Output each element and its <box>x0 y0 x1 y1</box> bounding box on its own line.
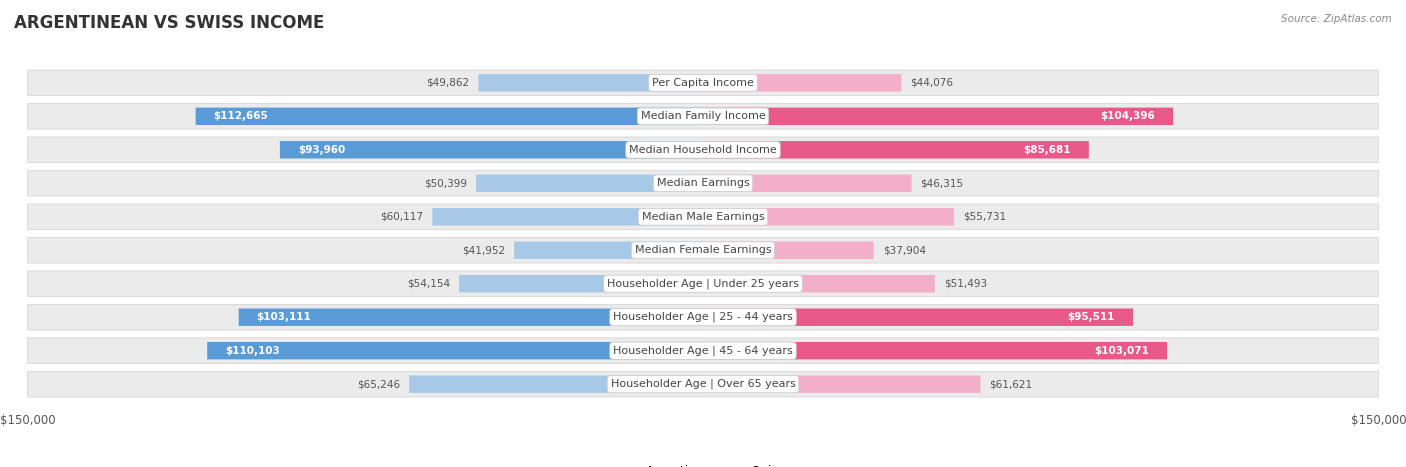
Text: $55,731: $55,731 <box>963 212 1007 222</box>
FancyBboxPatch shape <box>460 275 703 292</box>
Text: $41,952: $41,952 <box>463 245 505 255</box>
FancyBboxPatch shape <box>703 342 1167 360</box>
Text: $46,315: $46,315 <box>921 178 963 188</box>
Text: Householder Age | 45 - 64 years: Householder Age | 45 - 64 years <box>613 346 793 356</box>
Legend: Argentinean, Swiss: Argentinean, Swiss <box>617 460 789 467</box>
FancyBboxPatch shape <box>28 170 1378 196</box>
Text: Median Family Income: Median Family Income <box>641 111 765 121</box>
FancyBboxPatch shape <box>477 175 703 192</box>
Text: $104,396: $104,396 <box>1101 111 1156 121</box>
FancyBboxPatch shape <box>28 137 1378 163</box>
Text: $103,111: $103,111 <box>257 312 312 322</box>
Text: Median Male Earnings: Median Male Earnings <box>641 212 765 222</box>
Text: Householder Age | 25 - 44 years: Householder Age | 25 - 44 years <box>613 312 793 322</box>
Text: Median Household Income: Median Household Income <box>628 145 778 155</box>
Text: $50,399: $50,399 <box>425 178 467 188</box>
FancyBboxPatch shape <box>28 70 1378 96</box>
Text: Per Capita Income: Per Capita Income <box>652 78 754 88</box>
FancyBboxPatch shape <box>28 204 1378 230</box>
FancyBboxPatch shape <box>703 107 1173 125</box>
FancyBboxPatch shape <box>703 309 1133 326</box>
Text: $95,511: $95,511 <box>1067 312 1115 322</box>
Text: Householder Age | Under 25 years: Householder Age | Under 25 years <box>607 278 799 289</box>
Text: Source: ZipAtlas.com: Source: ZipAtlas.com <box>1281 14 1392 24</box>
FancyBboxPatch shape <box>280 141 703 158</box>
FancyBboxPatch shape <box>478 74 703 92</box>
Text: $110,103: $110,103 <box>225 346 280 356</box>
Text: $93,960: $93,960 <box>298 145 344 155</box>
Text: $103,071: $103,071 <box>1094 346 1149 356</box>
FancyBboxPatch shape <box>432 208 703 226</box>
Text: $51,493: $51,493 <box>943 279 987 289</box>
FancyBboxPatch shape <box>28 104 1378 129</box>
Text: $54,154: $54,154 <box>406 279 450 289</box>
Text: $44,076: $44,076 <box>911 78 953 88</box>
Text: Median Earnings: Median Earnings <box>657 178 749 188</box>
FancyBboxPatch shape <box>409 375 703 393</box>
FancyBboxPatch shape <box>28 237 1378 263</box>
FancyBboxPatch shape <box>207 342 703 360</box>
Text: Householder Age | Over 65 years: Householder Age | Over 65 years <box>610 379 796 389</box>
FancyBboxPatch shape <box>703 208 953 226</box>
FancyBboxPatch shape <box>28 271 1378 297</box>
FancyBboxPatch shape <box>195 107 703 125</box>
FancyBboxPatch shape <box>28 371 1378 397</box>
FancyBboxPatch shape <box>239 309 703 326</box>
FancyBboxPatch shape <box>703 74 901 92</box>
Text: ARGENTINEAN VS SWISS INCOME: ARGENTINEAN VS SWISS INCOME <box>14 14 325 32</box>
Text: Median Female Earnings: Median Female Earnings <box>634 245 772 255</box>
FancyBboxPatch shape <box>703 375 980 393</box>
Text: $60,117: $60,117 <box>380 212 423 222</box>
Text: $37,904: $37,904 <box>883 245 925 255</box>
FancyBboxPatch shape <box>703 175 911 192</box>
FancyBboxPatch shape <box>28 304 1378 330</box>
Text: $49,862: $49,862 <box>426 78 470 88</box>
Text: $85,681: $85,681 <box>1024 145 1071 155</box>
FancyBboxPatch shape <box>703 141 1088 158</box>
FancyBboxPatch shape <box>703 275 935 292</box>
Text: $61,621: $61,621 <box>990 379 1032 389</box>
FancyBboxPatch shape <box>515 241 703 259</box>
Text: $65,246: $65,246 <box>357 379 401 389</box>
FancyBboxPatch shape <box>28 338 1378 363</box>
FancyBboxPatch shape <box>703 241 873 259</box>
Text: $112,665: $112,665 <box>214 111 269 121</box>
